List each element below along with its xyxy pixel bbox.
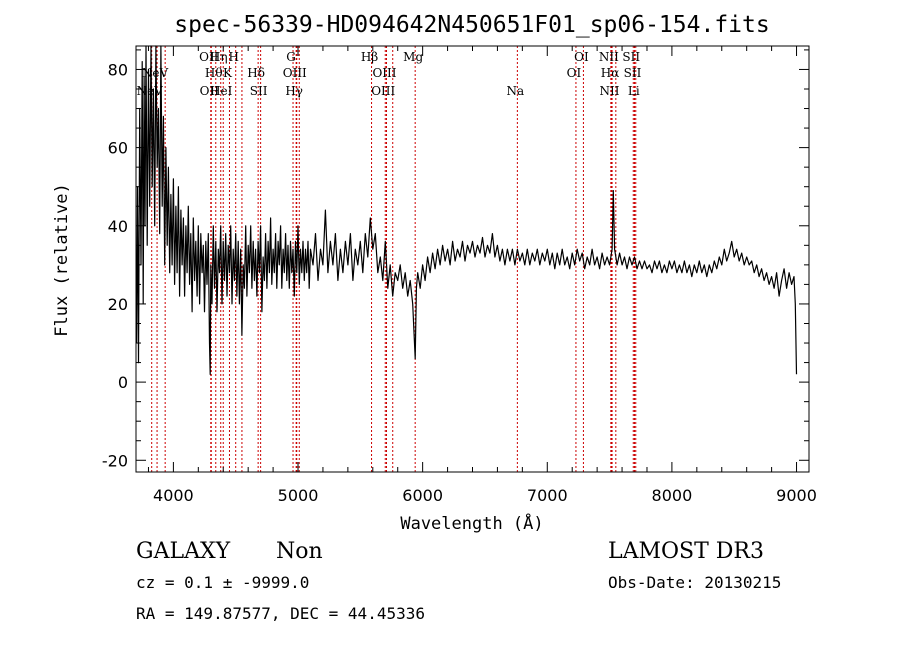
spectrum-line bbox=[136, 45, 798, 375]
line-label: SII bbox=[250, 84, 268, 98]
line-label: Na bbox=[507, 84, 525, 98]
line-label: NeV bbox=[137, 84, 164, 98]
line-label: OI bbox=[567, 66, 582, 80]
line-label: OIII bbox=[372, 66, 396, 80]
line-label: OII bbox=[199, 50, 219, 64]
redshift-value: cz = 0.1 ± -9999.0 bbox=[136, 573, 309, 592]
line-label: Hα bbox=[601, 66, 620, 80]
line-label: SII bbox=[622, 50, 640, 64]
line-label: H bbox=[228, 50, 238, 64]
y-tick-label: 0 bbox=[118, 373, 128, 392]
survey-name: LAMOST DR3 bbox=[608, 539, 764, 564]
x-tick-label: 4000 bbox=[153, 486, 194, 505]
line-label: Hη bbox=[210, 50, 228, 64]
line-label: Hθ bbox=[205, 66, 223, 80]
line-label: K bbox=[223, 66, 233, 80]
y-tick-label: 80 bbox=[108, 60, 128, 79]
line-label: OIII bbox=[371, 84, 395, 98]
x-axis-ticks: 4000 5000 6000 7000 8000 9000 bbox=[147, 46, 817, 505]
line-label: Hδ bbox=[247, 66, 265, 80]
line-label: OII bbox=[200, 84, 220, 98]
line-label: OI bbox=[574, 50, 589, 64]
line-label: SII bbox=[624, 66, 642, 80]
line-label: Mg bbox=[403, 50, 423, 64]
line-label: OIII bbox=[283, 66, 307, 80]
line-label: Hγ bbox=[285, 84, 303, 98]
y-tick-label: 40 bbox=[108, 217, 128, 236]
plot-frame bbox=[135, 45, 810, 473]
line-label: HeI bbox=[210, 84, 233, 98]
x-tick-label: 8000 bbox=[652, 486, 693, 505]
object-subclass: Non bbox=[276, 539, 323, 564]
plot-area: NeVNeVOIIOIIHθHηHeIKHHδSIIGOIIIHγHβOIIIO… bbox=[102, 45, 817, 505]
y-axis-label: Flux (relative) bbox=[52, 183, 72, 337]
chart-title: spec-56339-HD094642N450651F01_sp06-154.f… bbox=[174, 12, 769, 38]
line-label: Li bbox=[628, 84, 640, 98]
line-label: NII bbox=[599, 84, 619, 98]
y-axis-ticks: -20 0 20 40 60 80 bbox=[102, 49, 809, 470]
x-axis-label: Wavelength (Å) bbox=[400, 512, 543, 534]
line-label: NII bbox=[599, 50, 619, 64]
object-class: GALAXY bbox=[136, 539, 231, 564]
x-tick-label: 6000 bbox=[402, 486, 443, 505]
y-tick-label: 60 bbox=[108, 139, 128, 158]
ra-dec-coordinates: RA = 149.87577, DEC = 44.45336 bbox=[136, 604, 425, 623]
line-label: Hβ bbox=[361, 50, 378, 64]
x-tick-label: 9000 bbox=[776, 486, 817, 505]
y-tick-label: 20 bbox=[108, 295, 128, 314]
y-tick-label: -20 bbox=[102, 451, 128, 470]
line-label: G bbox=[286, 50, 296, 64]
observation-date: Obs-Date: 20130215 bbox=[608, 573, 781, 592]
x-tick-label: 7000 bbox=[527, 486, 568, 505]
x-tick-label: 5000 bbox=[278, 486, 319, 505]
emission-line-labels: NeVNeVOIIOIIHθHηHeIKHHδSIIGOIIIHγHβOIIIO… bbox=[137, 50, 642, 98]
